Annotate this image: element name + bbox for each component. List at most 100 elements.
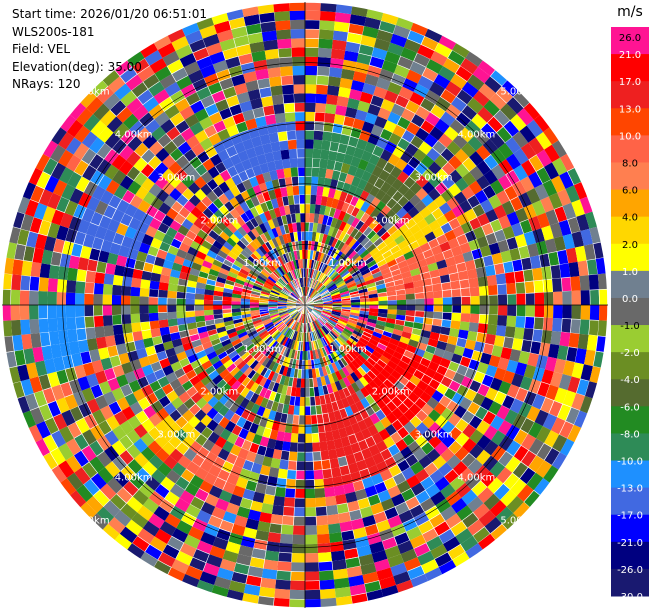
velocity-gate bbox=[461, 186, 475, 200]
velocity-gate bbox=[348, 362, 358, 372]
velocity-gate bbox=[331, 310, 341, 315]
velocity-gate bbox=[85, 327, 97, 340]
velocity-gate bbox=[275, 226, 283, 237]
velocity-gate bbox=[359, 264, 369, 273]
velocity-gate bbox=[364, 485, 378, 498]
velocity-gate bbox=[258, 272, 268, 280]
velocity-gate bbox=[526, 472, 544, 491]
velocity-gate bbox=[279, 311, 289, 317]
velocity-gate bbox=[221, 136, 234, 150]
velocity-gate bbox=[247, 345, 258, 355]
velocity-gate bbox=[364, 383, 375, 395]
velocity-gate bbox=[328, 286, 338, 293]
velocity-gate bbox=[400, 245, 412, 255]
velocity-gate bbox=[149, 536, 167, 552]
velocity-gate bbox=[263, 231, 272, 242]
velocity-gate bbox=[347, 337, 358, 346]
velocity-gate bbox=[325, 495, 337, 507]
velocity-gate bbox=[166, 207, 179, 220]
velocity-gate bbox=[241, 223, 251, 234]
velocity-gate bbox=[94, 271, 106, 284]
velocity-gate bbox=[226, 237, 237, 248]
velocity-gate bbox=[102, 315, 113, 327]
velocity-gate bbox=[233, 370, 244, 381]
velocity-gate bbox=[412, 386, 425, 398]
velocity-gate bbox=[242, 488, 255, 501]
velocity-gate bbox=[272, 331, 281, 340]
velocity-gate bbox=[334, 12, 352, 24]
velocity-gate bbox=[375, 397, 387, 410]
velocity-gate bbox=[275, 570, 292, 581]
velocity-gate bbox=[194, 293, 205, 300]
velocity-gate bbox=[415, 298, 425, 305]
velocity-gate bbox=[573, 181, 588, 200]
velocity-gate bbox=[230, 464, 243, 477]
velocity-gate bbox=[50, 144, 66, 163]
velocity-gate bbox=[384, 51, 401, 65]
velocity-gate bbox=[301, 359, 306, 370]
velocity-gate bbox=[219, 368, 230, 379]
velocity-gate bbox=[235, 476, 249, 489]
velocity-gate bbox=[388, 132, 402, 146]
velocity-gate bbox=[106, 116, 123, 133]
velocity-gate bbox=[293, 250, 298, 261]
velocity-gate bbox=[355, 379, 365, 390]
velocity-gate bbox=[337, 284, 348, 291]
velocity-gate bbox=[259, 464, 271, 476]
velocity-gate bbox=[340, 312, 350, 317]
velocity-gate bbox=[480, 396, 494, 411]
velocity-gate bbox=[288, 261, 294, 271]
velocity-gate bbox=[516, 293, 526, 305]
velocity-gate bbox=[436, 340, 448, 351]
velocity-gate bbox=[126, 443, 141, 459]
velocity-gate bbox=[320, 597, 337, 608]
velocity-gate bbox=[198, 331, 209, 340]
velocity-gate bbox=[345, 491, 358, 503]
velocity-gate bbox=[513, 148, 529, 165]
velocity-gate bbox=[296, 305, 305, 310]
velocity-gate bbox=[462, 438, 477, 453]
velocity-gate bbox=[294, 102, 306, 113]
velocity-gate bbox=[248, 422, 259, 434]
range-ring-label: 4.00km bbox=[457, 472, 495, 483]
velocity-gate bbox=[358, 288, 368, 294]
velocity-gate bbox=[318, 560, 334, 572]
velocity-gate bbox=[562, 305, 572, 319]
velocity-gate bbox=[121, 361, 134, 375]
velocity-gate bbox=[343, 482, 355, 494]
velocity-gate bbox=[450, 73, 468, 90]
velocity-gate bbox=[319, 20, 335, 31]
velocity-gate bbox=[297, 332, 301, 342]
velocity-gate bbox=[199, 25, 217, 39]
velocity-gate bbox=[378, 169, 391, 182]
velocity-gate bbox=[176, 311, 187, 319]
colorbar-tick-label: -2.0 bbox=[620, 348, 640, 359]
velocity-gate bbox=[302, 314, 305, 324]
velocity-gate bbox=[536, 149, 552, 167]
velocity-gate bbox=[67, 267, 78, 281]
velocity-gate bbox=[221, 308, 233, 314]
velocity-gate bbox=[29, 275, 40, 292]
velocity-gate bbox=[474, 129, 490, 145]
velocity-gate bbox=[448, 169, 463, 184]
velocity-gate bbox=[171, 262, 183, 272]
velocity-gate bbox=[114, 510, 132, 527]
velocity-gate bbox=[231, 219, 242, 230]
velocity-gate bbox=[240, 301, 250, 305]
velocity-gate bbox=[359, 351, 370, 361]
velocity-gate bbox=[305, 65, 318, 76]
velocity-gate bbox=[245, 400, 255, 412]
velocity-gate bbox=[282, 347, 289, 357]
velocity-gate bbox=[439, 326, 451, 336]
velocity-gate bbox=[448, 328, 460, 338]
velocity-gate bbox=[254, 374, 264, 385]
velocity-gate bbox=[384, 545, 401, 559]
velocity-gate bbox=[541, 225, 554, 241]
velocity-gate bbox=[396, 171, 410, 184]
velocity-gate bbox=[291, 311, 299, 319]
velocity-gate bbox=[307, 249, 311, 260]
velocity-gate bbox=[59, 114, 77, 132]
velocity-gate bbox=[430, 491, 446, 506]
velocity-gate bbox=[359, 223, 369, 234]
velocity-gate bbox=[250, 403, 261, 415]
